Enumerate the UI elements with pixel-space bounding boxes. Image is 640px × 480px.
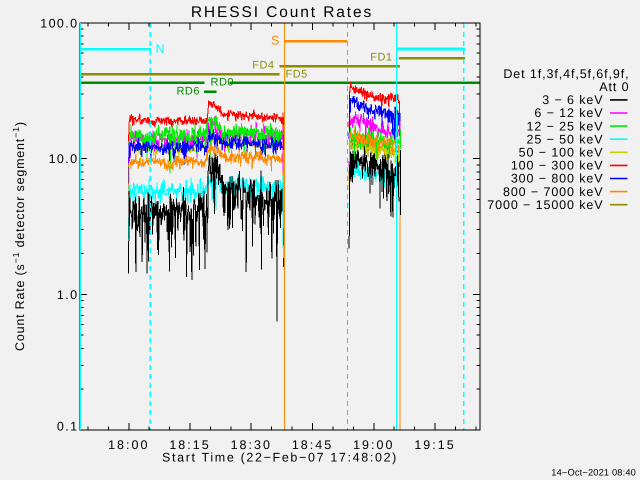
svg-text:7000 − 15000 keV: 7000 − 15000 keV [487, 198, 603, 212]
svg-text:100 − 300 keV: 100 − 300 keV [511, 159, 604, 173]
svg-text:3 − 6 keV: 3 − 6 keV [542, 93, 603, 107]
svg-text:Att 0: Att 0 [599, 80, 629, 94]
svg-text:N: N [156, 42, 166, 56]
svg-text:RHESSI Count Rates: RHESSI Count Rates [191, 4, 373, 21]
svg-text:14−Oct−2021 08:40: 14−Oct−2021 08:40 [551, 468, 636, 478]
svg-text:50 − 100 keV: 50 − 100 keV [519, 146, 604, 160]
svg-text:18:30: 18:30 [231, 438, 272, 452]
svg-text:Det 1f,3f,4f,5f,6f,9f,: Det 1f,3f,4f,5f,6f,9f, [503, 67, 629, 81]
svg-text:S: S [271, 34, 280, 48]
svg-text:RD6: RD6 [176, 86, 200, 98]
svg-text:25 − 50 keV: 25 − 50 keV [527, 132, 604, 146]
svg-text:1.0: 1.0 [57, 288, 79, 302]
svg-text:800 − 7000 keV: 800 − 7000 keV [503, 185, 604, 199]
svg-text:Count Rate (s−1 detector segme: Count Rate (s−1 detector segment−1) [11, 121, 27, 351]
svg-text:FD5: FD5 [286, 69, 308, 81]
svg-text:FD4: FD4 [252, 60, 274, 72]
svg-text:18:00: 18:00 [108, 438, 149, 452]
svg-text:6 − 12 keV: 6 − 12 keV [534, 106, 603, 120]
svg-text:18:15: 18:15 [169, 438, 210, 452]
svg-text:19:15: 19:15 [414, 438, 455, 452]
svg-text:19:00: 19:00 [353, 438, 394, 452]
svg-text:FD1: FD1 [370, 52, 392, 64]
svg-text:Start Time (22−Feb−07 17:48:02: Start Time (22−Feb−07 17:48:02) [162, 451, 398, 465]
svg-text:RD0: RD0 [211, 77, 235, 89]
svg-text:10.0: 10.0 [49, 152, 79, 166]
svg-text:100.0: 100.0 [40, 17, 78, 31]
svg-text:0.1: 0.1 [57, 420, 79, 434]
svg-text:18:45: 18:45 [292, 438, 333, 452]
svg-text:12 − 25 keV: 12 − 25 keV [527, 119, 604, 133]
svg-text:300 − 800 keV: 300 − 800 keV [511, 172, 604, 186]
